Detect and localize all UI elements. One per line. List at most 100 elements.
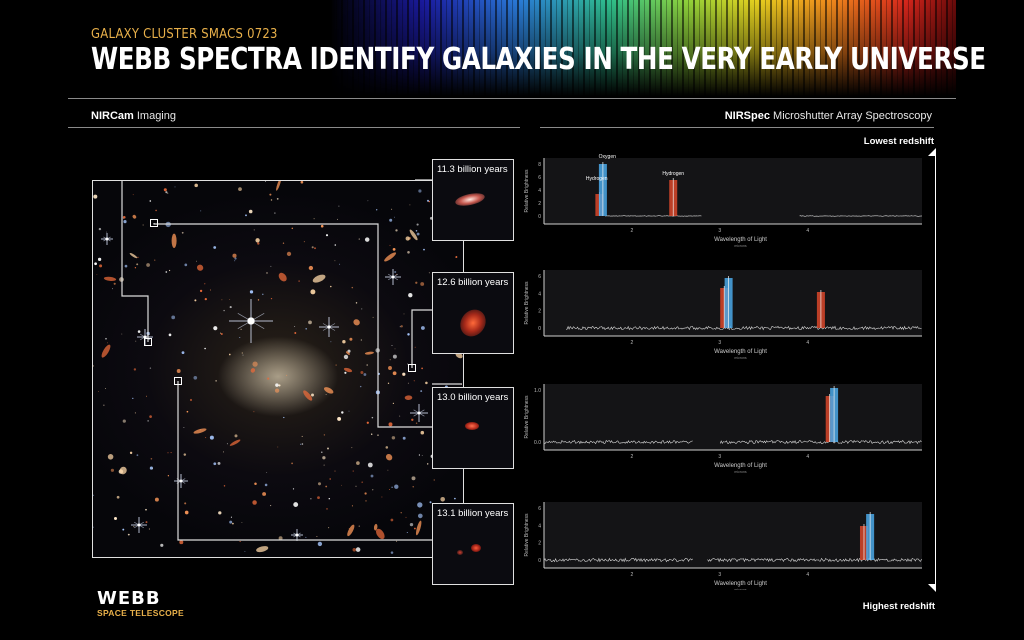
background-galaxy xyxy=(298,280,300,282)
background-galaxy xyxy=(365,500,367,502)
galaxy-blob xyxy=(465,422,479,430)
x-axis-label: Wavelength of Light xyxy=(714,581,767,587)
background-galaxy xyxy=(416,232,420,236)
background-galaxy xyxy=(364,237,370,242)
x-axis-unit: microns xyxy=(734,470,747,474)
background-galaxy xyxy=(409,522,414,527)
background-galaxy xyxy=(314,247,316,250)
background-galaxy xyxy=(311,246,314,249)
background-galaxy xyxy=(405,236,410,241)
background-galaxy xyxy=(145,521,148,524)
galaxy-marker-3[interactable] xyxy=(408,364,416,372)
y-tick-label: 8 xyxy=(538,162,541,168)
background-galaxy xyxy=(149,415,152,418)
background-galaxy xyxy=(136,263,139,266)
background-galaxy xyxy=(239,540,241,543)
background-galaxy xyxy=(360,371,364,374)
background-galaxy xyxy=(283,416,285,419)
lensed-galaxy xyxy=(384,252,397,262)
background-galaxy xyxy=(358,238,360,240)
background-galaxy xyxy=(218,511,222,515)
background-galaxy xyxy=(221,299,223,301)
x-axis-unit: microns xyxy=(734,244,747,248)
background-galaxy xyxy=(375,390,380,395)
background-galaxy xyxy=(196,260,197,262)
background-galaxy xyxy=(420,326,425,330)
background-galaxy xyxy=(344,371,347,374)
background-galaxy xyxy=(343,354,349,360)
background-galaxy xyxy=(417,513,423,519)
background-galaxy xyxy=(228,353,231,356)
galaxy-blob xyxy=(454,191,486,208)
background-galaxy xyxy=(392,248,396,251)
lensed-galaxy xyxy=(103,276,117,281)
galaxy-marker-4[interactable] xyxy=(174,377,182,385)
background-galaxy xyxy=(167,452,169,454)
background-galaxy xyxy=(440,497,446,502)
background-galaxy xyxy=(418,189,422,193)
background-galaxy xyxy=(321,451,323,454)
inset-age-label: 12.6 billion years xyxy=(437,277,509,288)
spectrum-chart-2: Relative Brightness 0 2 4 6 2 3 4 Wavelength of … xyxy=(524,270,922,360)
background-galaxy xyxy=(257,242,260,245)
background-galaxy xyxy=(286,251,292,257)
background-galaxy xyxy=(270,297,273,300)
background-galaxy xyxy=(291,227,294,230)
background-galaxy xyxy=(399,415,401,417)
background-galaxy xyxy=(352,470,354,472)
inset-galaxy-1[interactable]: 11.3 billion years xyxy=(432,159,514,241)
webb-logo: WEBB xyxy=(97,588,161,609)
background-galaxy xyxy=(215,380,217,382)
background-galaxy xyxy=(406,531,408,534)
background-galaxy xyxy=(433,479,435,481)
background-galaxy xyxy=(253,229,255,231)
background-galaxy xyxy=(183,453,187,456)
background-galaxy xyxy=(137,256,139,258)
emission-line-label: Oxygen xyxy=(599,154,616,160)
background-galaxy xyxy=(389,359,391,361)
background-galaxy xyxy=(266,472,268,473)
background-galaxy xyxy=(372,489,374,491)
nircam-label: NIRCam Imaging xyxy=(91,110,176,122)
inset-galaxy-4[interactable]: 13.1 billion years xyxy=(432,503,514,585)
background-galaxy xyxy=(97,257,102,262)
foreground-star xyxy=(229,299,273,343)
background-galaxy xyxy=(328,527,330,529)
background-galaxy xyxy=(194,183,198,188)
background-galaxy xyxy=(189,398,193,402)
x-tick-label: 4 xyxy=(806,572,809,578)
background-galaxy xyxy=(408,293,413,298)
background-galaxy xyxy=(179,540,184,545)
background-galaxy xyxy=(245,214,247,217)
background-galaxy xyxy=(371,416,374,419)
galaxy-marker-2[interactable] xyxy=(144,338,152,346)
background-galaxy xyxy=(254,482,257,485)
background-galaxy xyxy=(213,246,217,249)
background-galaxy xyxy=(240,328,242,330)
background-galaxy xyxy=(294,332,297,334)
background-galaxy xyxy=(334,470,336,472)
background-galaxy xyxy=(220,332,222,334)
background-galaxy xyxy=(335,364,337,366)
plot-area xyxy=(544,384,922,450)
background-galaxy xyxy=(301,435,303,437)
inset-galaxy-2[interactable]: 12.6 billion years xyxy=(432,272,514,354)
galaxy-marker-1[interactable] xyxy=(150,219,158,227)
background-galaxy xyxy=(99,264,103,268)
background-galaxy xyxy=(119,277,124,282)
x-tick-label: 4 xyxy=(806,454,809,460)
y-tick-label: 2 xyxy=(538,541,541,547)
background-galaxy xyxy=(129,451,133,455)
background-galaxy xyxy=(387,469,389,471)
background-galaxy xyxy=(292,488,295,490)
lensed-galaxy xyxy=(119,466,127,475)
background-galaxy xyxy=(93,194,98,199)
background-galaxy xyxy=(460,383,463,386)
background-galaxy xyxy=(232,253,237,258)
background-galaxy xyxy=(355,485,357,487)
galaxy-blob xyxy=(455,304,491,342)
background-galaxy xyxy=(137,330,141,333)
background-galaxy xyxy=(420,430,425,435)
inset-galaxy-3[interactable]: 13.0 billion years xyxy=(432,387,514,469)
background-galaxy xyxy=(170,452,172,454)
